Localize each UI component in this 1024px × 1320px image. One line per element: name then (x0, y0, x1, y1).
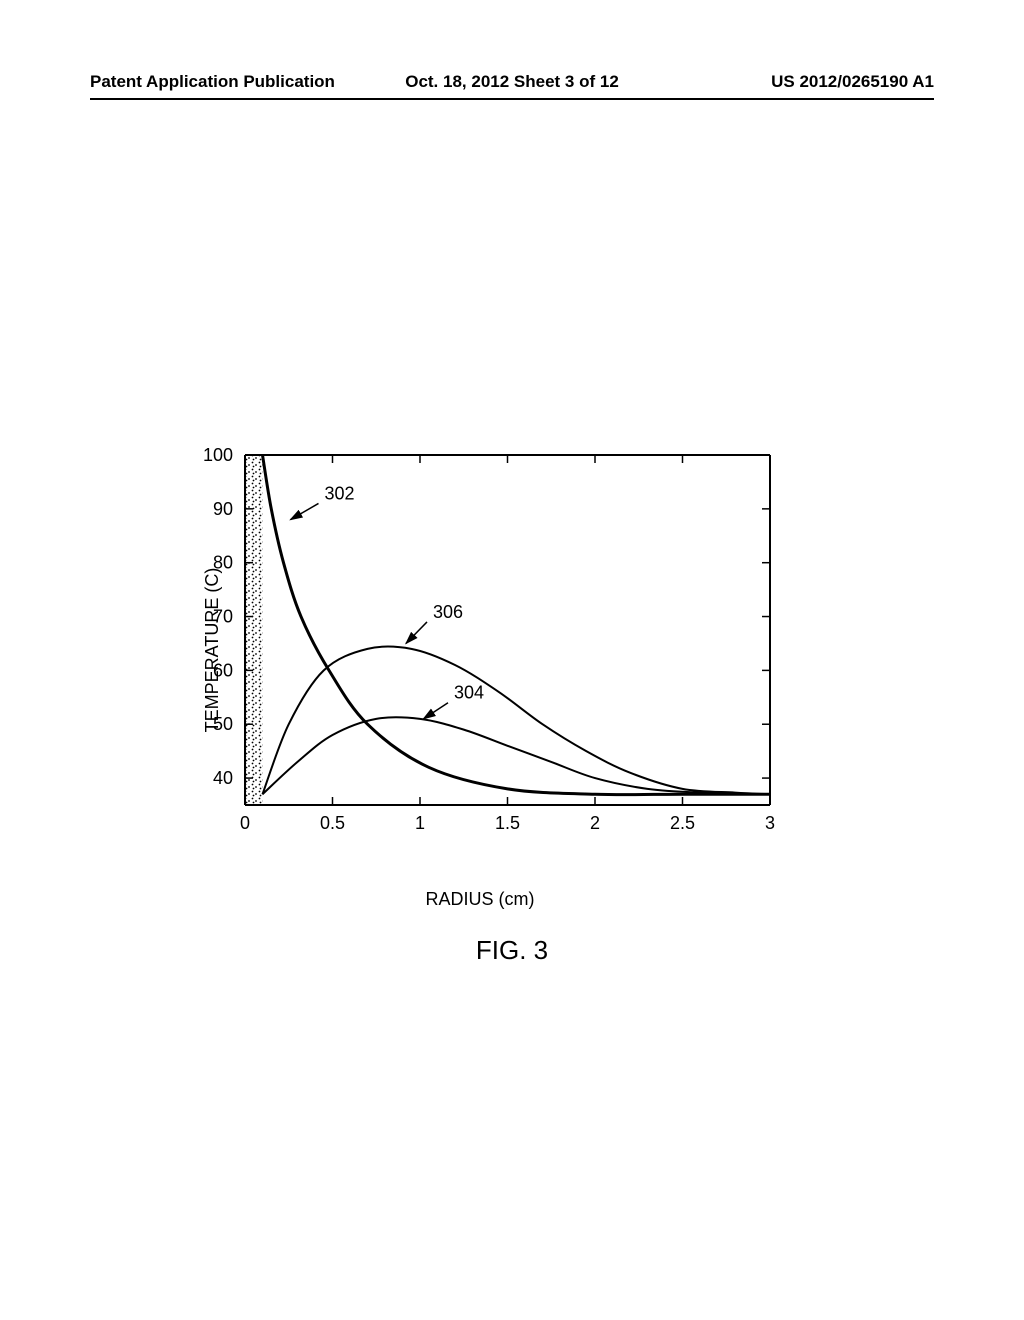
svg-text:0.5: 0.5 (320, 813, 345, 833)
header-publication-number: US 2012/0265190 A1 (771, 72, 934, 92)
header-divider (90, 98, 934, 100)
svg-text:302: 302 (325, 483, 355, 503)
header-date-sheet: Oct. 18, 2012 Sheet 3 of 12 (405, 72, 619, 92)
header-publication-type: Patent Application Publication (90, 72, 335, 92)
svg-text:40: 40 (213, 768, 233, 788)
y-axis-label: TEMPERATURE (C) (202, 568, 223, 733)
x-axis-label: RADIUS (cm) (426, 889, 535, 910)
page-header: Patent Application Publication Oct. 18, … (0, 72, 1024, 92)
chart-svg: 00.511.522.53405060708090100302304306 (160, 440, 800, 860)
svg-text:2: 2 (590, 813, 600, 833)
svg-text:2.5: 2.5 (670, 813, 695, 833)
svg-text:1: 1 (415, 813, 425, 833)
figure-label: FIG. 3 (476, 935, 548, 966)
svg-text:306: 306 (433, 602, 463, 622)
svg-text:100: 100 (203, 445, 233, 465)
svg-text:0: 0 (240, 813, 250, 833)
svg-text:304: 304 (454, 683, 484, 703)
temperature-radius-chart: TEMPERATURE (C) 00.511.522.5340506070809… (160, 440, 800, 860)
svg-text:3: 3 (765, 813, 775, 833)
svg-text:1.5: 1.5 (495, 813, 520, 833)
svg-text:90: 90 (213, 499, 233, 519)
